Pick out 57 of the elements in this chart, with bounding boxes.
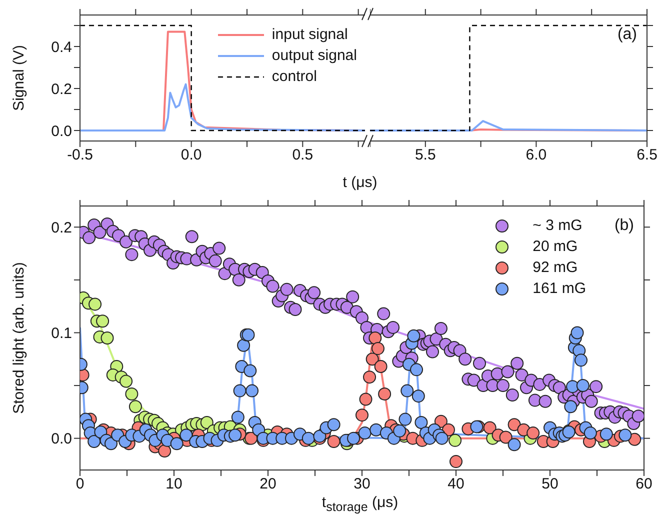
legend-label: 20 mG — [532, 237, 578, 257]
legend-label: control — [272, 67, 317, 87]
y-tick-label: 0.0 — [51, 122, 72, 140]
x-tick-label: 6.5 — [636, 146, 658, 164]
point — [526, 426, 540, 440]
x-axis-title: t (μs) — [342, 174, 378, 191]
x-tick-label: 0.5 — [292, 146, 314, 164]
x-tick-label: 5.5 — [414, 146, 436, 164]
y-axis-title: Stored light (arb. units) — [10, 262, 28, 414]
legend-label: 161 mG — [532, 279, 586, 299]
annotation: (a) — [617, 26, 637, 44]
point — [378, 387, 392, 400]
legend-label: ~ 3 mG — [532, 216, 582, 236]
point — [96, 314, 110, 328]
point — [125, 387, 138, 400]
point — [356, 408, 368, 422]
y-tick-label: 0.2 — [51, 80, 72, 98]
y-axis-title: Signal (V) — [10, 45, 28, 111]
x-tick-label: -0.5 — [67, 146, 93, 164]
x-tick-label: 50 — [542, 476, 558, 493]
point — [359, 392, 372, 406]
point — [327, 434, 340, 448]
point — [100, 332, 114, 344]
x-tick-label: 10 — [166, 476, 182, 493]
x-axis-title: t$_{storage}$ (μs) — [320, 494, 400, 514]
point — [448, 434, 462, 447]
y-tick-label: 0.0 — [51, 430, 72, 448]
y-tick-label: 0.4 — [51, 38, 72, 56]
point — [499, 430, 512, 444]
point — [363, 370, 376, 384]
point — [450, 455, 462, 468]
point — [200, 416, 214, 429]
legend-label: 92 mG — [532, 258, 578, 278]
point — [368, 332, 382, 344]
point — [366, 352, 379, 366]
point — [120, 374, 133, 388]
line-series — [80, 83, 365, 132]
x-tick-label: 0 — [76, 476, 84, 493]
y-tick-label: 0.1 — [51, 325, 72, 342]
x-tick-label: 30 — [354, 476, 370, 493]
x-tick-label: 60 — [636, 476, 652, 493]
y-tick-label: 0.2 — [51, 219, 72, 236]
x-tick-label: 6.0 — [526, 146, 547, 164]
x-tick-label: 40 — [448, 476, 464, 493]
legend-label: input signal — [272, 25, 348, 45]
point — [374, 360, 388, 374]
point — [371, 342, 384, 356]
point — [128, 400, 142, 414]
legend-label: output signal — [272, 46, 357, 66]
point — [483, 421, 496, 434]
point — [628, 432, 642, 446]
point — [158, 444, 172, 458]
x-tick-label: 20 — [260, 476, 276, 493]
annotation: (b) — [614, 217, 634, 235]
point — [88, 298, 102, 311]
point — [508, 418, 521, 432]
x-tick-label: 0.0 — [180, 146, 202, 164]
